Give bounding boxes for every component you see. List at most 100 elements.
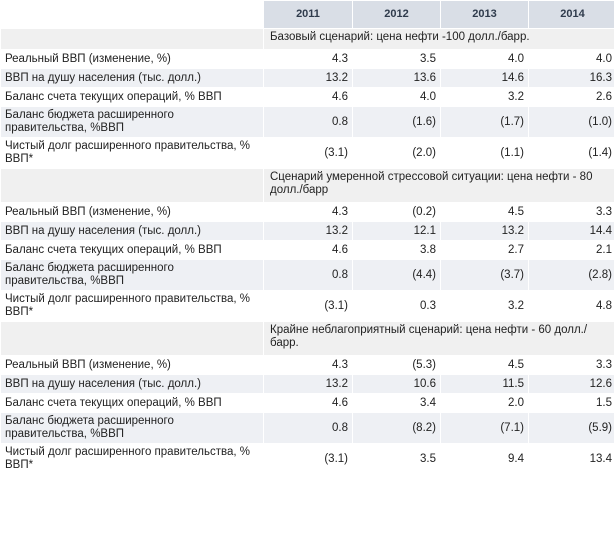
cell-2012: 3.8 <box>353 241 440 259</box>
cell-2013: (1.7) <box>441 107 528 137</box>
cell-2013: 2.7 <box>441 241 528 259</box>
cell-2011: 4.6 <box>264 88 352 106</box>
cell-2013: (7.1) <box>441 413 528 443</box>
scenario-row: Сценарий умеренной стрессовой ситуации: … <box>1 169 614 202</box>
cell-2013: (1.1) <box>441 138 528 168</box>
table-row: Чистый долг расширенного правительства, … <box>1 444 614 474</box>
cell-2011: 0.8 <box>264 260 352 290</box>
table-row: Баланс бюджета расширенного правительств… <box>1 413 614 443</box>
row-label: Баланс бюджета расширенного правительств… <box>1 260 263 290</box>
cell-2014: 4.0 <box>529 50 614 68</box>
cell-2013: (3.7) <box>441 260 528 290</box>
table-row: Реальный ВВП (изменение, %) 4.3 (0.2) 4.… <box>1 203 614 221</box>
cell-2014: 12.6 <box>529 375 614 393</box>
cell-2014: (2.8) <box>529 260 614 290</box>
table-row: Баланс бюджета расширенного правительств… <box>1 107 614 137</box>
cell-2012: 10.6 <box>353 375 440 393</box>
cell-2014: (1.4) <box>529 138 614 168</box>
header-blank <box>1 1 263 28</box>
cell-2013: 4.0 <box>441 50 528 68</box>
cell-2013: 3.2 <box>441 291 528 321</box>
scenario-title: Сценарий умеренной стрессовой ситуации: … <box>264 169 614 202</box>
cell-2012: 12.1 <box>353 222 440 240</box>
scenario-row: Базовый сценарий: цена нефти -100 долл./… <box>1 29 614 49</box>
cell-2011: 0.8 <box>264 413 352 443</box>
cell-2013: 11.5 <box>441 375 528 393</box>
cell-2014: (5.9) <box>529 413 614 443</box>
table-row: Чистый долг расширенного правительства, … <box>1 138 614 168</box>
header-year-2012: 2012 <box>353 1 440 28</box>
row-label: ВВП на душу населения (тыс. долл.) <box>1 69 263 87</box>
forecast-table: 2011 2012 2013 2014 Базовый сценарий: це… <box>1 1 614 474</box>
row-label: Баланс бюджета расширенного правительств… <box>1 107 263 137</box>
row-label: Реальный ВВП (изменение, %) <box>1 203 263 221</box>
scenario-row: Крайне неблагоприятный сценарий: цена не… <box>1 322 614 355</box>
cell-2011: 4.3 <box>264 50 352 68</box>
cell-2013: 9.4 <box>441 444 528 474</box>
cell-2013: 14.6 <box>441 69 528 87</box>
table-row: Баланс счета текущих операций, % ВВП 4.6… <box>1 241 614 259</box>
cell-2012: 3.5 <box>353 444 440 474</box>
row-label: Чистый долг расширенного правительства, … <box>1 138 263 168</box>
table-row: ВВП на душу населения (тыс. долл.) 13.2 … <box>1 69 614 87</box>
cell-2012: 3.4 <box>353 394 440 412</box>
cell-2012: (8.2) <box>353 413 440 443</box>
row-label: Баланс счета текущих операций, % ВВП <box>1 241 263 259</box>
table-row: ВВП на душу населения (тыс. долл.) 13.2 … <box>1 375 614 393</box>
cell-2013: 4.5 <box>441 356 528 374</box>
cell-2014: 13.4 <box>529 444 614 474</box>
row-label: ВВП на душу населения (тыс. долл.) <box>1 222 263 240</box>
cell-2014: 2.6 <box>529 88 614 106</box>
header-year-2011: 2011 <box>264 1 352 28</box>
header-year-2013: 2013 <box>441 1 528 28</box>
cell-2014: 4.8 <box>529 291 614 321</box>
cell-2011: 13.2 <box>264 222 352 240</box>
cell-2011: 13.2 <box>264 375 352 393</box>
cell-2011: 4.6 <box>264 394 352 412</box>
cell-2012: 0.3 <box>353 291 440 321</box>
scenario-title: Крайне неблагоприятный сценарий: цена не… <box>264 322 614 355</box>
cell-2014: 3.3 <box>529 203 614 221</box>
cell-2014: (1.0) <box>529 107 614 137</box>
cell-2013: 2.0 <box>441 394 528 412</box>
cell-2012: (0.2) <box>353 203 440 221</box>
cell-2014: 2.1 <box>529 241 614 259</box>
cell-2012: (5.3) <box>353 356 440 374</box>
cell-2011: 4.3 <box>264 203 352 221</box>
row-label: Баланс счета текущих операций, % ВВП <box>1 88 263 106</box>
cell-2011: (3.1) <box>264 138 352 168</box>
cell-2011: 4.6 <box>264 241 352 259</box>
header-year-2014: 2014 <box>529 1 614 28</box>
row-label: Баланс бюджета расширенного правительств… <box>1 413 263 443</box>
row-label: Чистый долг расширенного правительства, … <box>1 444 263 474</box>
row-label: Баланс счета текущих операций, % ВВП <box>1 394 263 412</box>
cell-2014: 14.4 <box>529 222 614 240</box>
row-label: ВВП на душу населения (тыс. долл.) <box>1 375 263 393</box>
cell-2013: 13.2 <box>441 222 528 240</box>
header-row: 2011 2012 2013 2014 <box>1 1 614 28</box>
table-row: ВВП на душу населения (тыс. долл.) 13.2 … <box>1 222 614 240</box>
table-row: Баланс бюджета расширенного правительств… <box>1 260 614 290</box>
cell-2012: 3.5 <box>353 50 440 68</box>
table-row: Реальный ВВП (изменение, %) 4.3 (5.3) 4.… <box>1 356 614 374</box>
table-row: Баланс счета текущих операций, % ВВП 4.6… <box>1 394 614 412</box>
cell-2013: 3.2 <box>441 88 528 106</box>
cell-2014: 1.5 <box>529 394 614 412</box>
cell-2012: (4.4) <box>353 260 440 290</box>
cell-2012: (1.6) <box>353 107 440 137</box>
row-label: Реальный ВВП (изменение, %) <box>1 356 263 374</box>
cell-2011: 0.8 <box>264 107 352 137</box>
table-row: Баланс счета текущих операций, % ВВП 4.6… <box>1 88 614 106</box>
cell-2011: (3.1) <box>264 291 352 321</box>
cell-2011: (3.1) <box>264 444 352 474</box>
cell-2012: 4.0 <box>353 88 440 106</box>
cell-2011: 13.2 <box>264 69 352 87</box>
row-label: Чистый долг расширенного правительства, … <box>1 291 263 321</box>
cell-2012: 13.6 <box>353 69 440 87</box>
row-label: Реальный ВВП (изменение, %) <box>1 50 263 68</box>
cell-2012: (2.0) <box>353 138 440 168</box>
table-row: Чистый долг расширенного правительства, … <box>1 291 614 321</box>
cell-2011: 4.3 <box>264 356 352 374</box>
cell-2013: 4.5 <box>441 203 528 221</box>
table-row: Реальный ВВП (изменение, %) 4.3 3.5 4.0 … <box>1 50 614 68</box>
